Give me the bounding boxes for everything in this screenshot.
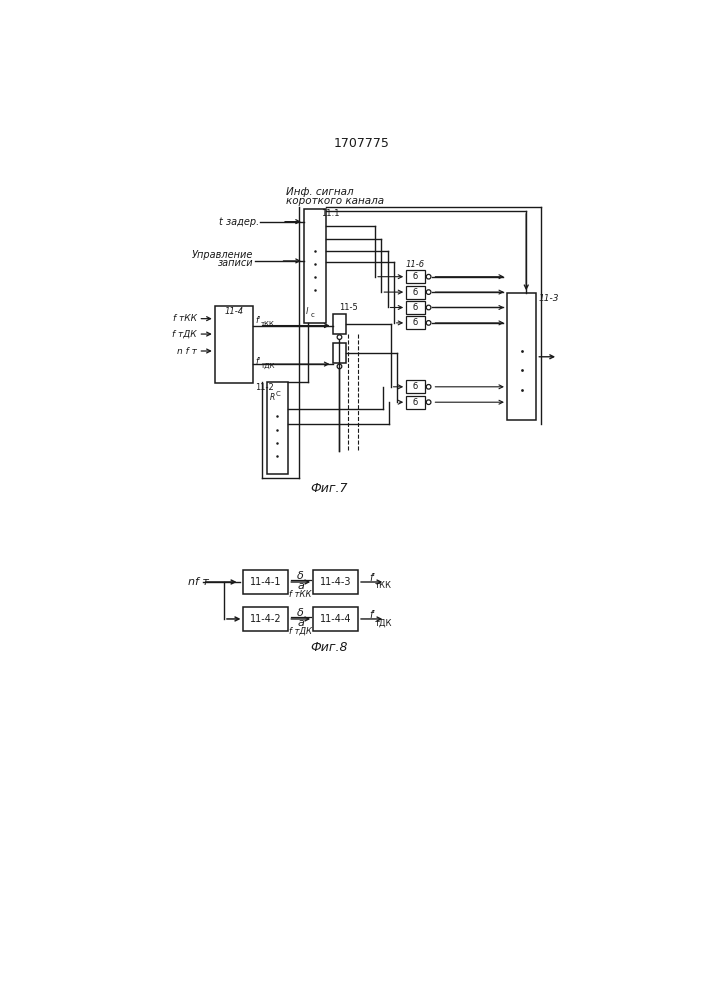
Text: Фиг.7: Фиг.7	[310, 482, 347, 495]
Text: тКК: тКК	[260, 321, 274, 327]
Text: t задер.: t задер.	[218, 217, 259, 227]
Text: c: c	[311, 312, 315, 318]
Text: R: R	[270, 393, 275, 402]
Text: 1707775: 1707775	[334, 137, 390, 150]
Text: 11-6: 11-6	[406, 260, 425, 269]
Text: б: б	[413, 272, 418, 281]
Text: 11-4: 11-4	[225, 307, 244, 316]
Text: n f т: n f т	[177, 347, 197, 356]
Text: f': f'	[256, 316, 261, 325]
Text: б: б	[413, 303, 418, 312]
Bar	[406, 270, 425, 283]
Text: 11-4-4: 11-4-4	[320, 614, 351, 624]
Text: a: a	[297, 618, 304, 628]
Text: f тДК: f тДК	[289, 627, 312, 636]
Bar	[406, 301, 425, 314]
Bar	[243, 570, 288, 594]
Bar	[332, 314, 346, 334]
Text: f': f'	[370, 610, 375, 620]
Text: 11-4-1: 11-4-1	[250, 577, 281, 587]
Text: l: l	[306, 307, 308, 316]
Text: тДК: тДК	[260, 363, 275, 369]
Text: 11-2: 11-2	[255, 383, 274, 392]
Text: nf т: nf т	[187, 577, 209, 587]
Bar	[406, 380, 425, 393]
Text: б: б	[413, 288, 418, 297]
Bar	[313, 570, 358, 594]
Text: короткого канала: короткого канала	[286, 196, 384, 206]
Bar	[243, 607, 288, 631]
Bar	[406, 286, 425, 299]
Text: 11-5: 11-5	[339, 303, 358, 312]
Text: 11-4-2: 11-4-2	[250, 614, 281, 624]
Text: 11-3: 11-3	[539, 294, 559, 303]
Text: Управление: Управление	[192, 250, 253, 260]
Bar	[304, 209, 325, 323]
Bar	[332, 343, 346, 363]
Text: a: a	[297, 581, 304, 591]
Bar	[267, 382, 288, 474]
Text: 11-4-3: 11-4-3	[320, 577, 351, 587]
Bar	[215, 306, 253, 383]
Text: f': f'	[370, 573, 375, 583]
Text: δ: δ	[298, 608, 304, 618]
Text: б: б	[413, 318, 418, 327]
Text: f тКК: f тКК	[289, 590, 312, 599]
Text: б: б	[413, 398, 418, 407]
Text: тДК: тДК	[374, 618, 392, 627]
Text: б: б	[413, 382, 418, 391]
Text: f': f'	[256, 357, 261, 366]
Text: f тДК: f тДК	[173, 330, 197, 339]
Text: C: C	[275, 391, 280, 397]
Text: δ: δ	[298, 571, 304, 581]
Text: 11:1: 11:1	[321, 209, 339, 218]
Bar	[313, 607, 358, 631]
Bar	[406, 396, 425, 409]
Text: Инф. сигнал: Инф. сигнал	[286, 187, 354, 197]
Text: f тКК: f тКК	[173, 314, 197, 323]
Bar	[406, 316, 425, 329]
Text: Фиг.8: Фиг.8	[310, 641, 347, 654]
Text: тКК: тКК	[374, 581, 392, 590]
Bar	[507, 293, 537, 420]
Text: записи: записи	[218, 258, 253, 268]
